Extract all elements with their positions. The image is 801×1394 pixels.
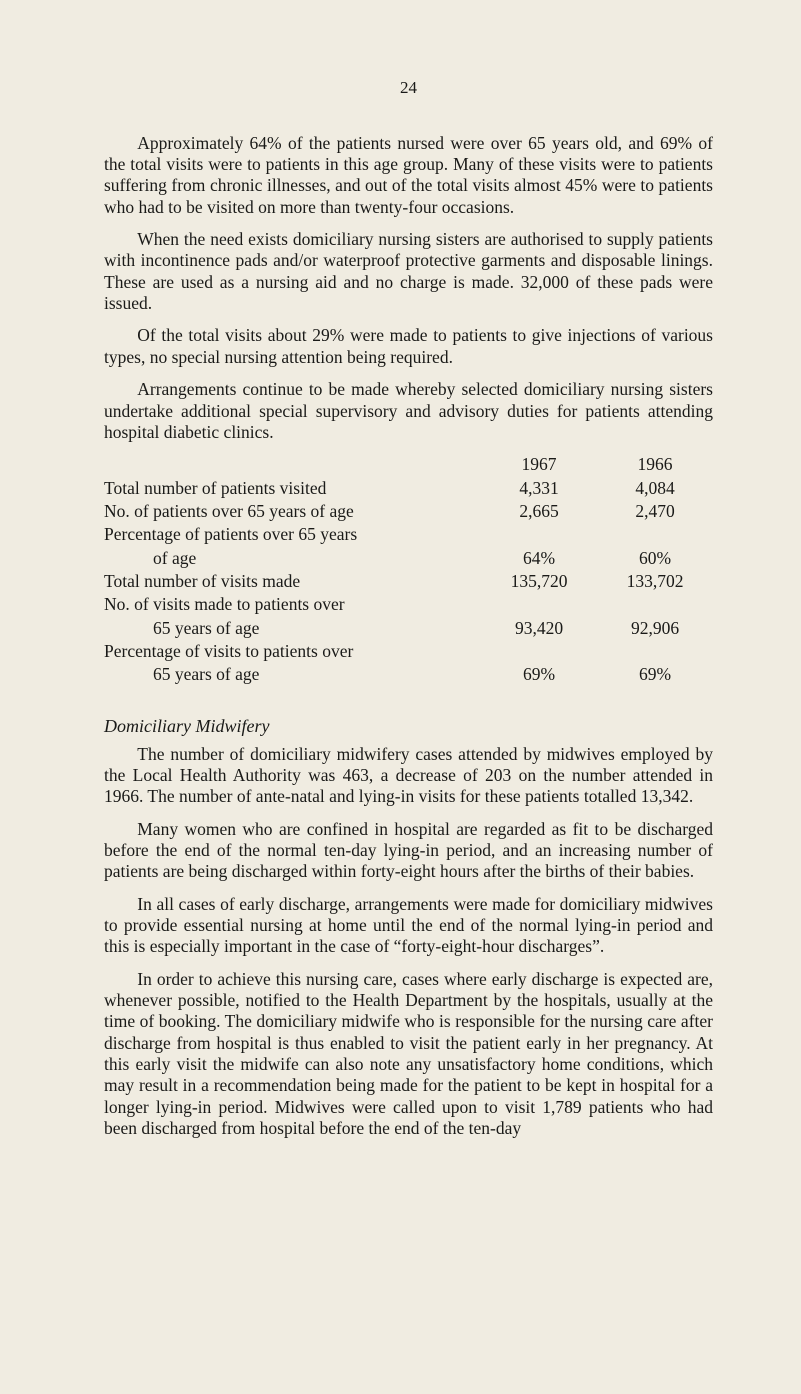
midwifery-paragraph-4: In order to achieve this nursing care, c… [104, 969, 713, 1140]
table-row: No. of patients over 65 years of age 2,6… [104, 501, 713, 522]
row-label: No. of visits made to patients over [104, 594, 481, 615]
table-row: Percentage of visits to patients over [104, 641, 713, 662]
row-label: Total number of patients visited [104, 478, 481, 499]
table-row: Total number of visits made 135,720 133,… [104, 571, 713, 592]
row-1966: 69% [597, 664, 713, 685]
page-number: 24 [104, 78, 713, 99]
row-1966: 133,702 [597, 571, 713, 592]
paragraph-4: Arrangements continue to be made whereby… [104, 379, 713, 443]
row-label: Total number of visits made [104, 571, 481, 592]
table-row: 65 years of age 69% 69% [104, 664, 713, 685]
row-1967: 93,420 [481, 618, 597, 639]
midwifery-paragraph-2: Many women who are confined in hospital … [104, 819, 713, 883]
row-1967: 135,720 [481, 571, 597, 592]
row-label: 65 years of age [104, 664, 481, 685]
row-1966: 60% [597, 548, 713, 569]
row-1967: 69% [481, 664, 597, 685]
table-row: Total number of patients visited 4,331 4… [104, 478, 713, 499]
table-header-row: 1967 1966 [104, 454, 713, 475]
table-header-1967: 1967 [481, 454, 597, 475]
stats-table: 1967 1966 Total number of patients visit… [104, 454, 713, 685]
table-row: Percentage of patients over 65 years [104, 524, 713, 545]
paragraph-3: Of the total visits about 29% were made … [104, 325, 713, 368]
table-header-1966: 1966 [597, 454, 713, 475]
row-label: No. of patients over 65 years of age [104, 501, 481, 522]
paragraph-1: Approximately 64% of the patients nursed… [104, 133, 713, 218]
row-1967: 4,331 [481, 478, 597, 499]
row-1966: 2,470 [597, 501, 713, 522]
row-label: Percentage of visits to patients over [104, 641, 481, 662]
midwifery-paragraph-3: In all cases of early discharge, arrange… [104, 894, 713, 958]
table-row: of age 64% 60% [104, 548, 713, 569]
row-1967: 64% [481, 548, 597, 569]
row-1966: 4,084 [597, 478, 713, 499]
row-label: Percentage of patients over 65 years [104, 524, 481, 545]
table-row: No. of visits made to patients over [104, 594, 713, 615]
row-label: 65 years of age [104, 618, 481, 639]
document-page: 24 Approximately 64% of the patients nur… [0, 0, 801, 1394]
row-1966: 92,906 [597, 618, 713, 639]
paragraph-2: When the need exists domiciliary nursing… [104, 229, 713, 314]
section-title-midwifery: Domiciliary Midwifery [104, 716, 713, 738]
midwifery-paragraph-1: The number of domiciliary midwifery case… [104, 744, 713, 808]
row-label: of age [104, 548, 481, 569]
table-row: 65 years of age 93,420 92,906 [104, 618, 713, 639]
row-1967: 2,665 [481, 501, 597, 522]
